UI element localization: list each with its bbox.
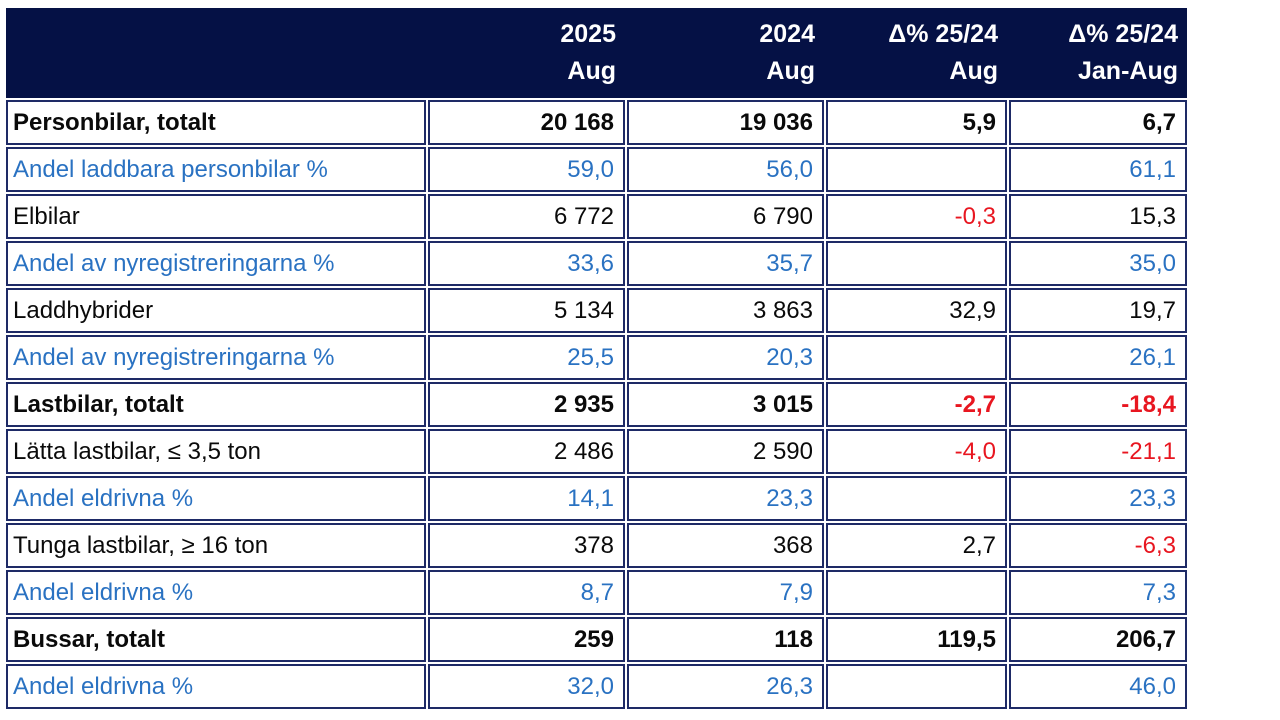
column-header-line2: Jan-Aug bbox=[1078, 57, 1178, 85]
cell-2025-aug: 20 168 bbox=[428, 100, 625, 145]
column-header-line1: 2024 bbox=[759, 20, 815, 48]
cell-delta-pct-aug bbox=[826, 570, 1007, 615]
row-label: Elbilar bbox=[6, 194, 426, 239]
table-body: Personbilar, totalt 20 168 19 036 5,9 6,7 And… bbox=[6, 100, 1187, 709]
cell-delta-pct-jan-aug: -6,3 bbox=[1009, 523, 1187, 568]
cell-2024-aug: 118 bbox=[627, 617, 824, 662]
cell-2024-aug: 23,3 bbox=[627, 476, 824, 521]
column-header-line1: 2025 bbox=[560, 20, 616, 48]
row-label: Andel eldrivna % bbox=[6, 664, 426, 709]
row-label: Personbilar, totalt bbox=[6, 100, 426, 145]
cell-2024-aug: 2 590 bbox=[627, 429, 824, 474]
column-header-line2: Aug bbox=[949, 57, 998, 85]
cell-2024-aug: 3 015 bbox=[627, 382, 824, 427]
cell-2024-aug: 6 790 bbox=[627, 194, 824, 239]
cell-delta-pct-aug bbox=[826, 335, 1007, 380]
cell-2025-aug: 378 bbox=[428, 523, 625, 568]
row-label: Andel av nyregistreringarna % bbox=[6, 241, 426, 286]
cell-delta-pct-jan-aug: 6,7 bbox=[1009, 100, 1187, 145]
row-label: Lastbilar, totalt bbox=[6, 382, 426, 427]
column-header-line2: Aug bbox=[567, 57, 616, 85]
cell-2025-aug: 2 935 bbox=[428, 382, 625, 427]
cell-delta-pct-jan-aug: 61,1 bbox=[1009, 147, 1187, 192]
cell-2024-aug: 19 036 bbox=[627, 100, 824, 145]
row-label: Andel eldrivna % bbox=[6, 570, 426, 615]
cell-2025-aug: 33,6 bbox=[428, 241, 625, 286]
cell-2025-aug: 2 486 bbox=[428, 429, 625, 474]
cell-delta-pct-jan-aug: 7,3 bbox=[1009, 570, 1187, 615]
column-header-delta-pct-aug: Δ% 25/24 Aug bbox=[826, 8, 1007, 98]
cell-delta-pct-jan-aug: 35,0 bbox=[1009, 241, 1187, 286]
row-label: Andel laddbara personbilar % bbox=[6, 147, 426, 192]
cell-2024-aug: 20,3 bbox=[627, 335, 824, 380]
cell-delta-pct-aug bbox=[826, 476, 1007, 521]
cell-2024-aug: 35,7 bbox=[627, 241, 824, 286]
cell-2025-aug: 5 134 bbox=[428, 288, 625, 333]
cell-delta-pct-aug: 32,9 bbox=[826, 288, 1007, 333]
row-label: Tunga lastbilar, ≥ 16 ton bbox=[6, 523, 426, 568]
cell-2024-aug: 26,3 bbox=[627, 664, 824, 709]
cell-delta-pct-jan-aug: 15,3 bbox=[1009, 194, 1187, 239]
column-header-2024-aug: 2024 Aug bbox=[627, 8, 824, 98]
column-header-line1: Δ% 25/24 bbox=[888, 20, 998, 48]
cell-delta-pct-jan-aug: 26,1 bbox=[1009, 335, 1187, 380]
cell-delta-pct-jan-aug: -21,1 bbox=[1009, 429, 1187, 474]
cell-2025-aug: 59,0 bbox=[428, 147, 625, 192]
cell-delta-pct-aug: 2,7 bbox=[826, 523, 1007, 568]
table-header-row: 2025 Aug 2024 Aug Δ% 25/24 Aug Δ% 25/24 … bbox=[6, 8, 1187, 98]
cell-2024-aug: 7,9 bbox=[627, 570, 824, 615]
cell-delta-pct-jan-aug: 206,7 bbox=[1009, 617, 1187, 662]
cell-delta-pct-aug: -0,3 bbox=[826, 194, 1007, 239]
cell-delta-pct-aug bbox=[826, 664, 1007, 709]
cell-2025-aug: 8,7 bbox=[428, 570, 625, 615]
row-label: Andel av nyregistreringarna % bbox=[6, 335, 426, 380]
cell-delta-pct-aug: -2,7 bbox=[826, 382, 1007, 427]
cell-2025-aug: 14,1 bbox=[428, 476, 625, 521]
row-label: Bussar, totalt bbox=[6, 617, 426, 662]
column-header-2025-aug: 2025 Aug bbox=[428, 8, 625, 98]
cell-2025-aug: 32,0 bbox=[428, 664, 625, 709]
row-label: Laddhybrider bbox=[6, 288, 426, 333]
cell-delta-pct-aug bbox=[826, 147, 1007, 192]
column-header-line1: Δ% 25/24 bbox=[1068, 20, 1178, 48]
cell-delta-pct-jan-aug: 23,3 bbox=[1009, 476, 1187, 521]
cell-delta-pct-jan-aug: -18,4 bbox=[1009, 382, 1187, 427]
cell-delta-pct-jan-aug: 19,7 bbox=[1009, 288, 1187, 333]
column-header-label bbox=[6, 8, 426, 98]
cell-2024-aug: 368 bbox=[627, 523, 824, 568]
column-header-line2: Aug bbox=[766, 57, 815, 85]
cell-delta-pct-aug: 5,9 bbox=[826, 100, 1007, 145]
cell-delta-pct-aug bbox=[826, 241, 1007, 286]
cell-2024-aug: 56,0 bbox=[627, 147, 824, 192]
cell-2025-aug: 6 772 bbox=[428, 194, 625, 239]
column-header-delta-pct-jan-aug: Δ% 25/24 Jan-Aug bbox=[1009, 8, 1187, 98]
row-label: Andel eldrivna % bbox=[6, 476, 426, 521]
cell-2025-aug: 259 bbox=[428, 617, 625, 662]
cell-delta-pct-jan-aug: 46,0 bbox=[1009, 664, 1187, 709]
cell-delta-pct-aug: -4,0 bbox=[826, 429, 1007, 474]
row-label: Lätta lastbilar, ≤ 3,5 ton bbox=[6, 429, 426, 474]
vehicle-registrations-table: 2025 Aug 2024 Aug Δ% 25/24 Aug Δ% 25/24 … bbox=[6, 8, 1187, 709]
cell-delta-pct-aug: 119,5 bbox=[826, 617, 1007, 662]
cell-2025-aug: 25,5 bbox=[428, 335, 625, 380]
cell-2024-aug: 3 863 bbox=[627, 288, 824, 333]
